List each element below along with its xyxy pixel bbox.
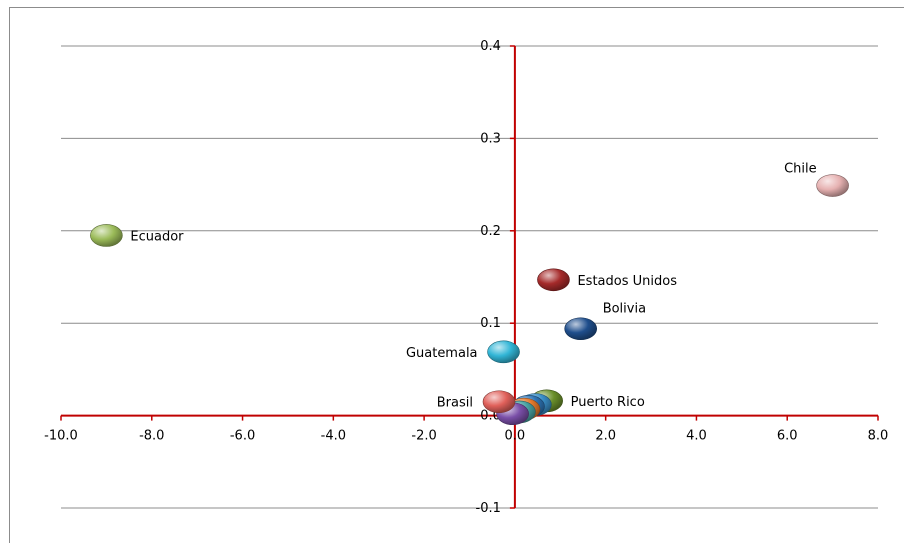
- x-tick-label: -2.0: [411, 429, 436, 444]
- x-tick-label: 6.0: [777, 429, 798, 444]
- y-tick-label: 0.1: [480, 316, 501, 331]
- point-label: Chile: [784, 162, 817, 177]
- x-tick-label: -4.0: [321, 429, 346, 444]
- y-tick-label: 0.2: [480, 224, 501, 239]
- point-labels: Chile Ecuador Estados Unidos Bolivia Guatema…: [130, 162, 816, 411]
- x-tick-label: -10.0: [44, 429, 78, 444]
- point-label: Ecuador: [130, 229, 184, 244]
- point-label: Puerto Rico: [571, 395, 645, 410]
- data-point: [487, 340, 520, 364]
- x-tick-label: 0.0: [505, 429, 526, 444]
- y-tick-label: -0.1: [476, 501, 501, 516]
- chart-frame: [9, 7, 904, 543]
- data-point: [90, 224, 123, 247]
- y-tick-label: 0.4: [480, 39, 501, 54]
- x-tick-label: 2.0: [595, 429, 616, 444]
- data-point: [816, 174, 849, 197]
- gridlines: [61, 45, 878, 509]
- x-tick-label: -8.0: [139, 429, 164, 444]
- data-point: [564, 317, 598, 341]
- x-tick-label: 8.0: [868, 429, 889, 444]
- data-point: [482, 390, 516, 414]
- point-label: Guatemala: [406, 346, 478, 361]
- x-tick-label: 4.0: [686, 429, 707, 444]
- data-points: [90, 174, 849, 426]
- point-label: Estados Unidos: [577, 274, 677, 289]
- y-tick-label: 0.3: [480, 131, 501, 146]
- tick-labels: -10.0 -8.0 -6.0 -4.0 -2.0 0.0 2.0 4.0 6.0 8.0 -0.1…: [44, 39, 888, 516]
- point-label: Brasil: [437, 396, 473, 411]
- data-point: [537, 268, 570, 292]
- point-label: Bolivia: [603, 302, 646, 317]
- x-tick-label: -6.0: [230, 429, 255, 444]
- axes: [60, 45, 879, 509]
